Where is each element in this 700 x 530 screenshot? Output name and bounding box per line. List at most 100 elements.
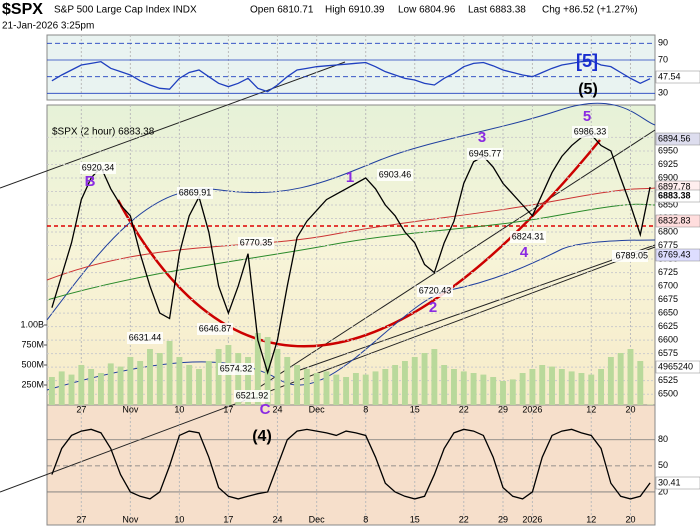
overlay-label-box: [655, 360, 700, 374]
annotation-box: [467, 148, 503, 160]
volume-bar: [588, 374, 595, 405]
volume-bar: [411, 357, 418, 405]
volume-bar: [117, 366, 124, 405]
volume-bar: [68, 374, 75, 405]
price-panel: [46, 104, 656, 406]
y-tick-label: 6575: [658, 348, 678, 358]
volume-bar: [215, 349, 222, 405]
annotation: 6986.33: [574, 126, 607, 136]
volume-bar: [421, 353, 428, 405]
volume-bar: [176, 357, 183, 405]
y-tick-label: 6650: [658, 307, 678, 317]
price-line: [51, 133, 651, 375]
volume-bar: [127, 357, 134, 405]
annotation-box: [80, 162, 116, 174]
annotation: 6903.46: [379, 169, 412, 179]
volume-bar: [519, 373, 526, 405]
change: Chg +86.52 (+1.27%): [542, 5, 638, 16]
volume-bar: [313, 373, 320, 405]
y2-tick-label: 250M: [21, 379, 44, 389]
overlay-label-box: [655, 476, 700, 490]
volume-bar: [382, 369, 389, 405]
volume-bar: [107, 363, 114, 405]
x-tick-label: 22: [459, 514, 469, 524]
volume-bar: [558, 369, 565, 405]
x-tick-label: 2026: [522, 404, 542, 414]
annotation: 6521.92: [236, 390, 269, 400]
high: High 6910.39: [325, 5, 385, 16]
overlay-label: 6769.43: [658, 249, 691, 259]
annotation: 5: [583, 108, 591, 125]
overlay-label-box: [655, 214, 700, 228]
x-tick-label: 12: [586, 404, 596, 414]
overlay-label: 6897.78: [658, 181, 691, 191]
x-tick-label: 27: [76, 514, 86, 524]
x-tick-label: 8: [363, 404, 368, 414]
volume-bar: [156, 353, 163, 405]
volume-bar: [500, 381, 506, 405]
y-tick-label: 6700: [658, 280, 678, 290]
volume-bar: [480, 374, 487, 405]
volume-bar: [254, 333, 261, 405]
x-tick-label: Dec: [309, 514, 326, 524]
y-tick-label: 6500: [658, 389, 678, 399]
annotation: 6945.77: [469, 148, 502, 158]
annotation: 4: [520, 244, 529, 261]
annotation: 6646.87: [199, 323, 232, 333]
volume-bar: [529, 369, 536, 405]
overlay-label: 30.41: [658, 477, 681, 487]
x-tick-label: 10: [174, 404, 184, 414]
volume-bar: [166, 341, 173, 405]
annotation-box: [197, 323, 233, 335]
annotation: 1: [346, 169, 354, 186]
volume-bar: [352, 373, 359, 405]
overlay-label: 6894.56: [658, 133, 691, 143]
annotation-box: [218, 363, 254, 375]
stochastic-panel: [46, 404, 656, 526]
volume-bar: [343, 377, 350, 405]
volume-bar: [490, 377, 497, 405]
volume-bar: [147, 349, 153, 405]
annotation: 6770.35: [240, 237, 273, 247]
open: Open 6810.71: [250, 5, 314, 16]
y-tick-label: 6800: [658, 226, 678, 236]
volume-bar: [431, 349, 438, 405]
volume-bar: [362, 374, 369, 405]
volume-bar: [196, 369, 202, 405]
rsi-panel: [46, 34, 656, 101]
overlay-label: 6832.83: [658, 215, 691, 225]
annotation: 3: [478, 129, 486, 146]
volume-bar: [186, 365, 193, 405]
volume-bar: [245, 357, 251, 405]
x-tick-label: 24: [272, 514, 282, 524]
volume-bar: [48, 377, 55, 405]
volume-bar: [205, 361, 212, 405]
volume-bar: [58, 371, 65, 405]
annotation: (4): [252, 428, 272, 445]
y-tick-label: 20: [658, 486, 668, 496]
volume-bar: [333, 374, 340, 405]
overlay-label: 47.54: [658, 71, 681, 81]
volume-bar: [97, 373, 104, 405]
annotation: C: [260, 401, 271, 418]
volume-bar: [607, 357, 614, 405]
y-tick-label: 6950: [658, 145, 678, 155]
overlay-label: 6883.38: [658, 190, 691, 200]
volume-bar: [323, 371, 330, 405]
annotation-box: [417, 285, 453, 297]
volume-bar: [137, 361, 144, 405]
volume-bar: [294, 365, 301, 405]
volume-bar: [539, 365, 546, 405]
volume-bar: [470, 373, 477, 405]
annotation: 6920.34: [82, 162, 115, 172]
volume-bar: [235, 353, 242, 405]
date: 21-Jan-2026 3:25pm: [2, 21, 94, 32]
x-tick-label: 27: [76, 404, 86, 414]
x-tick-label: 2026: [522, 514, 542, 524]
annotation: 6824.31: [512, 231, 545, 241]
y2-tick-label: 500M: [21, 359, 44, 369]
last: Last 6883.38: [468, 5, 526, 16]
x-tick-label: 17: [223, 404, 233, 414]
annotation: 6631.44: [129, 332, 162, 342]
